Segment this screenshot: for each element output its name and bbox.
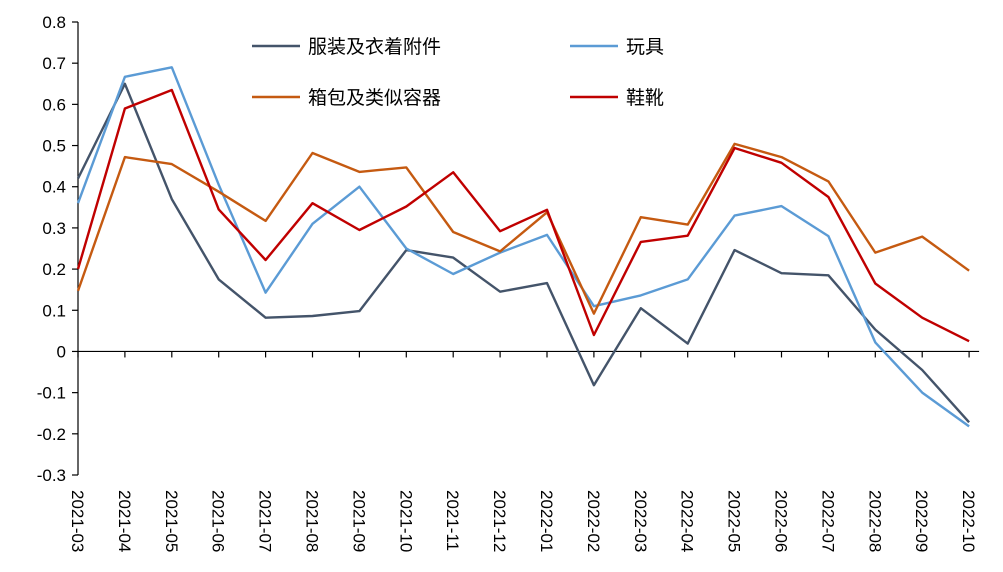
y-tick-label: 0.5 (42, 137, 66, 156)
x-tick-label: 2022-02 (584, 490, 603, 552)
x-tick-label: 2022-10 (959, 490, 978, 552)
y-tick-label: -0.1 (37, 384, 66, 403)
x-tick-label: 2022-07 (818, 490, 837, 552)
y-tick-label: 0.7 (42, 54, 66, 73)
x-tick-label: 2022-04 (678, 490, 697, 552)
x-tick-label: 2022-09 (912, 490, 931, 552)
y-tick-label: -0.3 (37, 466, 66, 485)
y-tick-label: 0.1 (42, 301, 66, 320)
y-tick-label: 0 (57, 342, 66, 361)
y-axis: 0.8 0.7 0.6 0.5 0.4 0.3 0.2 0.1 0 -0.1 -0.2 -0.3 (37, 13, 79, 485)
x-tick-label: 2022-05 (725, 490, 744, 552)
series-lines (76, 66, 970, 428)
series-line (76, 82, 970, 424)
legend-label: 箱包及类似容器 (308, 87, 441, 109)
y-tick-label: 0.8 (42, 13, 66, 32)
y-tick-label: -0.2 (37, 425, 66, 444)
x-tick-label: 2022-03 (631, 490, 650, 552)
series-line (76, 88, 970, 343)
x-tick-label: 2022-01 (537, 490, 556, 552)
x-tick-label: 2021-05 (162, 490, 181, 552)
x-tick-label: 2021-12 (490, 490, 509, 552)
x-tick-label: 2022-08 (865, 490, 884, 552)
x-tick-label: 2022-06 (772, 490, 791, 552)
series-line (76, 142, 970, 315)
x-tick-label: 2021-10 (396, 490, 415, 552)
x-tick-label: 2021-11 (443, 490, 462, 551)
x-axis: 2021-03 2021-04 2021-05 2021-06 2021-07 2021-… (68, 350, 980, 552)
y-tick-label: 0.6 (42, 95, 66, 114)
series-line (76, 66, 970, 428)
x-tick-label: 2021-07 (256, 490, 275, 552)
y-tick-label: 0.2 (42, 260, 66, 279)
legend-label: 服装及衣着附件 (308, 36, 441, 58)
x-tick-label: 2021-04 (115, 490, 134, 552)
legend-label: 玩具 (626, 36, 664, 58)
y-tick-label: 0.4 (42, 178, 66, 197)
x-tick-label: 2021-08 (303, 490, 322, 552)
y-tick-label: 0.3 (42, 219, 66, 238)
x-tick-label: 2021-06 (209, 490, 228, 552)
x-tick-label: 2021-09 (349, 490, 368, 552)
x-tick-label: 2021-03 (68, 490, 87, 552)
legend-label: 鞋靴 (626, 87, 664, 109)
